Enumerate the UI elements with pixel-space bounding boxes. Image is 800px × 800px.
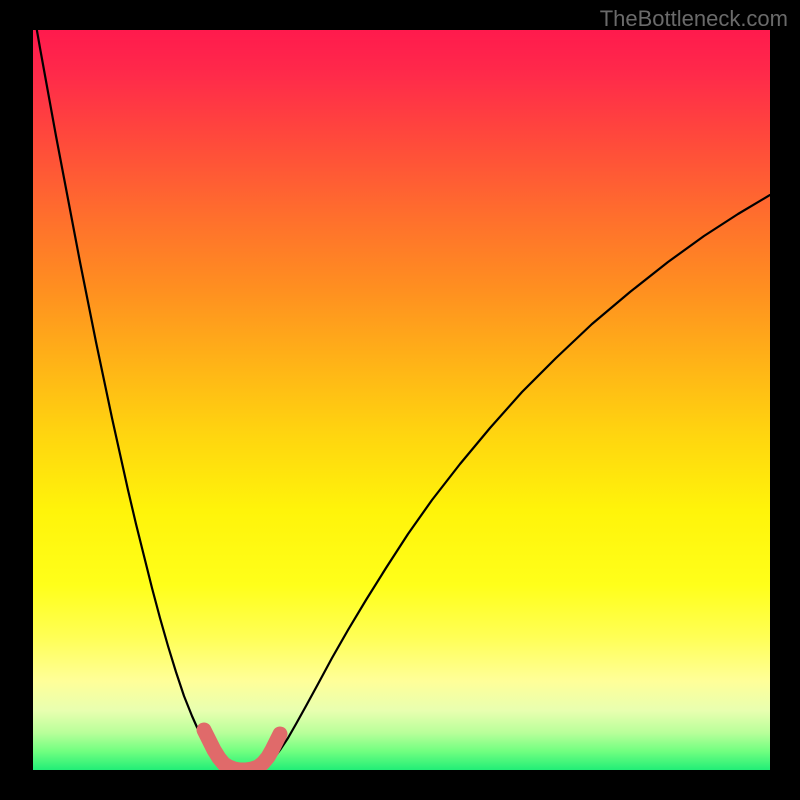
watermark-text: TheBottleneck.com [600, 6, 788, 32]
chart-container: TheBottleneck.com [0, 0, 800, 800]
bottleneck-chart [0, 0, 800, 800]
plot-background [33, 30, 770, 770]
